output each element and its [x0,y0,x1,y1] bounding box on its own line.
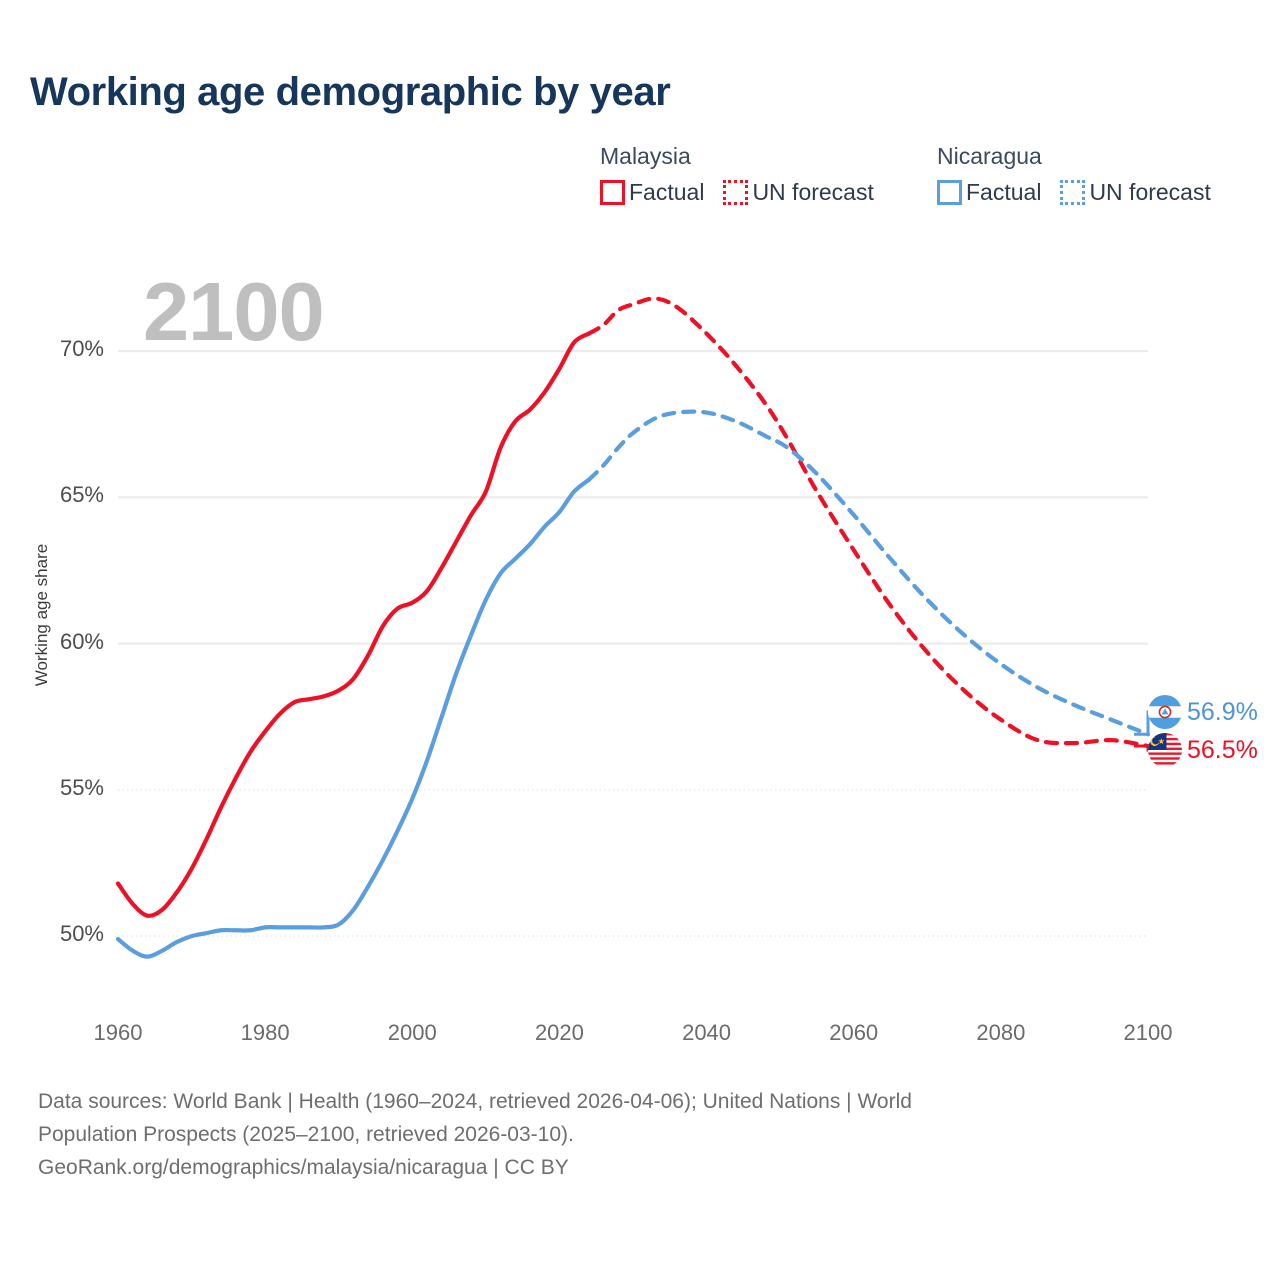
nicaragua-flag-icon [1148,695,1182,729]
y-axis-tick-label: 55% [59,774,104,800]
legend-entry-label: Factual [629,179,705,205]
legend-group-nicaragua: Nicaragua Factual UN forecast [937,143,1211,206]
legend-swatch-dotted-icon [723,180,749,205]
y-axis-tick-label: 70% [59,336,104,362]
legend-entry-label: Factual [966,179,1042,205]
y-axis-title: Working age share [32,543,51,687]
legend-entry-nicaragua-factual[interactable]: Factual [937,179,1041,206]
legend-group-malaysia: Malaysia Factual UN forecast [600,143,874,206]
end-label-nicaragua: 56.9% [1148,695,1258,729]
legend-entry-nicaragua-forecast[interactable]: UN forecast [1060,179,1211,206]
legend-entry-malaysia-factual[interactable]: Factual [600,179,704,206]
x-axis-tick-label: 1960 [93,1020,143,1045]
end-label-malaysia: 56.5% [1148,733,1258,767]
legend-row: Factual UN forecast [937,179,1211,206]
end-label-value: 56.9% [1187,697,1258,726]
y-axis-tick-label: 50% [59,921,104,947]
legend-swatch-dotted-icon [1060,180,1086,205]
series-line-malaysia-forecast [586,296,1151,749]
legend-entry-malaysia-forecast[interactable]: UN forecast [723,179,874,206]
series-lines [115,296,1151,959]
legend-row: Factual UN forecast [600,179,874,206]
footer-line-3: GeoRank.org/demographics/malaysia/nicara… [38,1156,569,1179]
footer-line-2: Population Prospects (2025–2100, retriev… [38,1123,574,1146]
x-axis-tick-label: 2060 [829,1020,879,1045]
x-axis-tick-label: 2100 [1123,1020,1173,1045]
x-axis-tick-label: 2080 [976,1020,1026,1045]
series-line-nicaragua-forecast [586,409,1151,737]
x-axis-tick-label: 1980 [240,1020,290,1045]
gridlines [118,350,1148,938]
x-axis-tick-label: 2040 [682,1020,732,1045]
footer-line-1: Data sources: World Bank | Health (1960–… [38,1090,912,1113]
legend-entry-label: UN forecast [1089,179,1211,205]
year-watermark: 2100 [143,265,325,358]
x-axis-tick-label: 2000 [387,1020,437,1045]
footer-sources: Data sources: World Bank | Health (1960–… [38,1085,1188,1184]
end-label-value: 56.5% [1187,735,1258,764]
series-line-nicaragua-factual [115,477,591,959]
chart-legend: Malaysia Factual UN forecast Nicaragua F… [600,143,1260,225]
legend-country-label: Nicaragua [937,143,1042,169]
page-title: Working age demographic by year [30,70,671,114]
malaysia-flag-icon [1148,733,1182,767]
legend-swatch-solid-icon [937,180,962,205]
legend-swatch-solid-icon [600,180,625,205]
series-line-malaysia-factual [115,331,591,918]
y-axis-tick-label: 60% [59,628,104,654]
legend-entry-label: UN forecast [752,179,874,205]
y-axis-tick-label: 65% [59,482,104,508]
x-axis-tick-label: 2020 [534,1020,584,1045]
legend-country-label: Malaysia [600,143,691,169]
